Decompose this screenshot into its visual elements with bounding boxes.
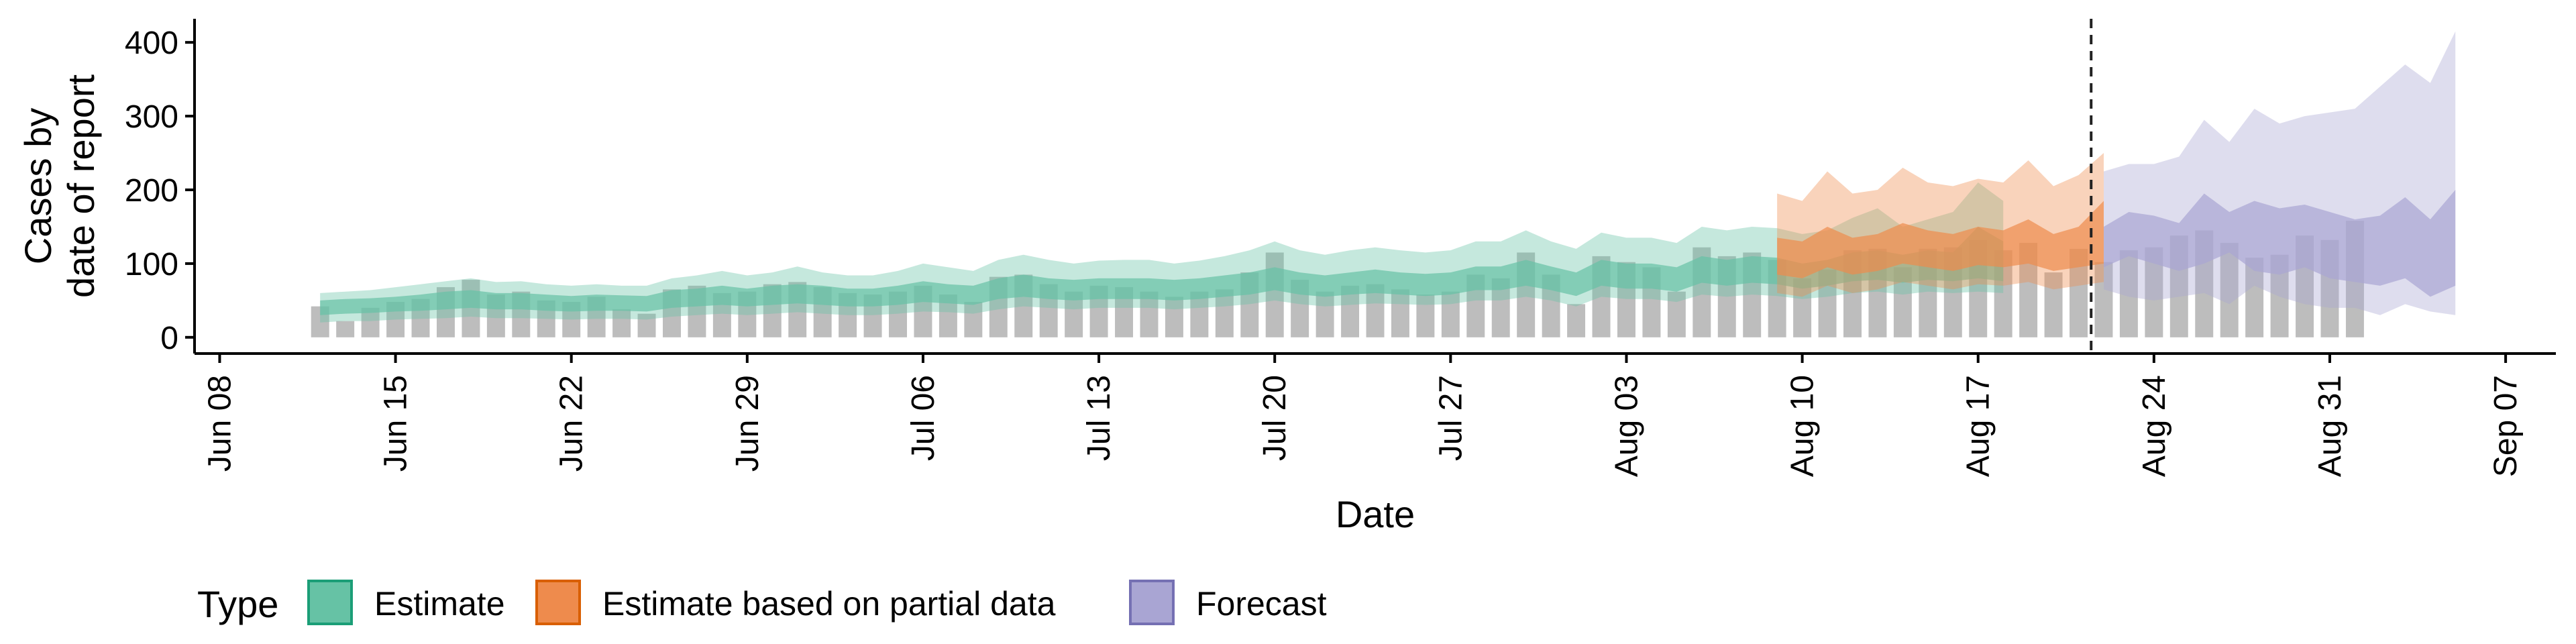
bar <box>2220 243 2239 337</box>
y-tick-label: 200 <box>125 173 178 209</box>
legend-key <box>307 580 353 625</box>
bar <box>1667 291 1686 337</box>
bar <box>1441 291 1460 337</box>
bar <box>612 309 631 337</box>
x-axis-label: Date <box>1336 493 1415 535</box>
bar <box>964 302 983 337</box>
bar <box>1391 289 1409 337</box>
bar <box>462 280 480 337</box>
y-tick-label: 400 <box>125 25 178 61</box>
x-tick-label: Jul 06 <box>906 375 941 461</box>
x-tick-label: Aug 10 <box>1785 375 1821 477</box>
x-tick-label: Jun 15 <box>378 375 414 472</box>
x-tick-label: Jul 13 <box>1081 375 1117 461</box>
bar <box>336 321 355 337</box>
y-axis-label-line-2: date of report <box>60 74 102 299</box>
x-tick-label: Jun 29 <box>730 375 765 472</box>
bar <box>2044 272 2063 337</box>
legend-key <box>1129 580 1175 625</box>
x-tick-label: Aug 03 <box>1609 375 1644 477</box>
y-axis-label: Cases by date of report <box>17 74 102 299</box>
y-tick-label: 0 <box>160 321 178 356</box>
legend-label: Estimate <box>374 585 505 623</box>
forecast-inner-band <box>2104 190 2456 297</box>
estimate-based-on-partial-data-inner-band <box>1777 201 2104 278</box>
bar <box>1215 289 1234 337</box>
estimate-inner-band <box>320 227 2004 315</box>
x-tick-label: Aug 17 <box>1961 375 1996 477</box>
bar <box>1416 294 1435 337</box>
ribbons-layer <box>320 31 2456 323</box>
legend-label: Forecast <box>1196 585 1327 623</box>
x-tick-label: Aug 31 <box>2312 375 2348 477</box>
y-tick-label: 300 <box>125 99 178 135</box>
bar <box>1567 304 1586 337</box>
x-tick-label: Sep 07 <box>2488 375 2524 477</box>
y-tick-label: 100 <box>125 247 178 282</box>
legend: Type Estimate Estimate based on partial d… <box>197 580 1327 625</box>
x-tick-label: Jun 22 <box>554 375 590 472</box>
x-tick-label: Jun 08 <box>202 375 237 472</box>
axes: 0 100 200 300 400 Jun 08 Jun 15 Jun 22 Jun 29 Jul… <box>125 19 2556 477</box>
x-tick-label: Aug 24 <box>2137 375 2172 477</box>
bar <box>637 313 656 337</box>
x-tick-label: Jul 20 <box>1257 375 1293 461</box>
legend-key <box>535 580 581 625</box>
legend-label: Estimate based on partial data <box>602 585 1056 623</box>
estimate-based-on-partial-data-outer-band <box>1777 153 2104 297</box>
bar <box>2094 262 2113 337</box>
bar <box>1265 252 1284 337</box>
bar <box>1165 297 1183 337</box>
legend-title: Type <box>197 583 278 625</box>
bar <box>2119 250 2138 337</box>
x-tick-label: Jul 27 <box>1433 375 1468 461</box>
y-axis-label-line-1: Cases by <box>17 108 59 264</box>
bar <box>1316 291 1334 337</box>
